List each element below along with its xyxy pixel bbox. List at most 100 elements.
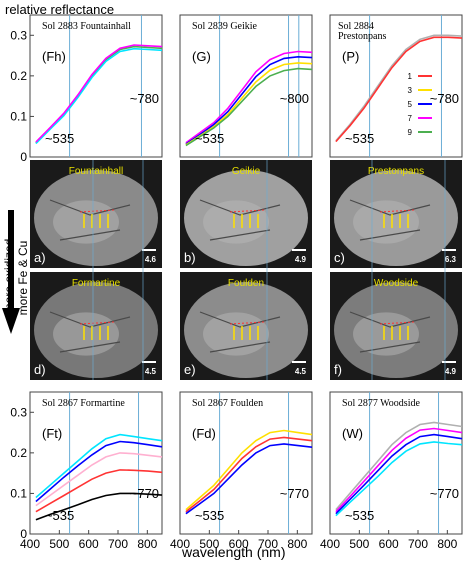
panel-tag: (Fh) <box>42 49 66 64</box>
chart-2: Sol 2839 Geikie (G) ~535 ~800 <box>179 14 313 158</box>
sample-line <box>229 209 265 213</box>
panel-tag: (P) <box>342 49 359 64</box>
sol-label: Sol 2883 Fountainhall <box>42 21 131 32</box>
sample-line <box>379 321 415 325</box>
series-line <box>35 440 163 503</box>
sol-label: Prestonpans <box>338 31 386 42</box>
series-line <box>35 44 163 143</box>
x-axis-label: wavelength (nm) <box>182 544 286 560</box>
rock-highlight <box>53 200 119 244</box>
sample-line <box>79 209 115 213</box>
series-line <box>35 492 163 521</box>
photo-fountainhall: Fountainhall a) 4.6 <box>30 160 162 268</box>
series-line <box>335 34 463 142</box>
photo-foulden: Foulden e) 4.5 <box>180 272 312 380</box>
x-tick-label: 700 <box>108 537 128 551</box>
photo-scale: 4.5 <box>295 367 307 376</box>
chart-frame <box>179 391 313 535</box>
x-tick-label: 800 <box>437 537 457 551</box>
legend-label: 1 <box>408 72 413 81</box>
series-line <box>185 50 313 144</box>
band-annotation: ~780 <box>130 91 159 106</box>
chart-4: 0 0.1 0.2 0.3 400 500 600 700 800 Sol 2867 Formar… <box>10 391 163 551</box>
photo-scale: 4.6 <box>145 255 157 264</box>
series-line <box>35 469 163 513</box>
series-line <box>35 433 163 499</box>
rock-highlight <box>353 312 419 356</box>
x-tick-label: 800 <box>287 537 307 551</box>
band-annotation: ~535 <box>45 508 74 523</box>
x-tick-label: 500 <box>199 537 219 551</box>
rock-highlight <box>203 200 269 244</box>
arrow-label-oxidized: more oxidized <box>2 239 16 314</box>
photo-scale: 6.3 <box>445 255 457 264</box>
spectra-charts: 0 0.1 0.2 0.3 Sol 2883 Fountainhall (Fh) ~535 ~… <box>10 14 463 551</box>
panel-tag: (W) <box>342 426 363 441</box>
rock-crack <box>49 199 131 241</box>
series-legend: 1 3 5 7 9 <box>408 72 432 137</box>
chart-6: 400 500 600 700 800 Sol 2877 Woodside (W) ~535 ~… <box>320 391 463 551</box>
chart-5: 400 500 600 700 800 Sol 2867 Foulden (Fd) ~535 ~… <box>170 391 313 551</box>
band-annotation: ~535 <box>195 508 224 523</box>
chart-frame <box>329 14 463 158</box>
series-line <box>35 47 163 145</box>
sol-label: Sol 2877 Woodside <box>342 398 420 409</box>
band-annotation: ~535 <box>45 131 74 146</box>
series-line <box>185 429 313 511</box>
series-line <box>335 433 463 515</box>
photo-woodside: Woodside f) 4.9 <box>330 272 462 380</box>
photo-target-name: Fountainhall <box>69 166 123 177</box>
x-tick-label: 500 <box>49 537 69 551</box>
rock-crack <box>349 199 431 241</box>
band-annotation: ~800 <box>280 91 309 106</box>
sample-line <box>379 209 415 213</box>
band-annotation: ~535 <box>345 131 374 146</box>
photo-target-name: Woodside <box>374 278 419 289</box>
photo-geikie: Geikie b) 4.9 <box>180 160 312 268</box>
y-tick-label: 0.3 <box>10 28 27 42</box>
arrow-label-fe-cu: more Fe & Cu <box>16 241 30 316</box>
sol-label: Sol 2867 Formartine <box>42 398 125 409</box>
chart-frame <box>29 391 163 535</box>
band-annotation: ~770 <box>130 486 159 501</box>
y-tick-label: 0.3 <box>10 405 27 419</box>
x-tick-label: 400 <box>170 537 190 551</box>
series-line <box>185 67 313 147</box>
sol-label: Sol 2884 <box>338 21 374 32</box>
x-tick-label: 600 <box>379 537 399 551</box>
sample-line <box>229 321 265 325</box>
photo-letter: c) <box>334 250 345 265</box>
panel-tag: (Fd) <box>192 426 216 441</box>
chart-frame <box>329 391 463 535</box>
photo-scale: 4.9 <box>445 367 457 376</box>
y-tick-label: 0.1 <box>10 109 27 123</box>
rock-highlight <box>353 200 419 244</box>
x-tick-label: 400 <box>20 537 40 551</box>
photo-letter: d) <box>34 362 46 377</box>
x-tick-label: 500 <box>349 537 369 551</box>
sample-line <box>79 321 115 325</box>
photo-letter: e) <box>184 362 196 377</box>
oxidation-arrow <box>2 210 20 334</box>
x-tick-label: 700 <box>408 537 428 551</box>
y-tick-label: 0 <box>20 527 27 541</box>
photo-scale: 4.5 <box>145 367 157 376</box>
band-annotation: ~780 <box>430 91 459 106</box>
x-tick-label: 600 <box>229 537 249 551</box>
rock-crack <box>349 311 431 353</box>
panel-tag: (G) <box>192 49 211 64</box>
photo-letter: f) <box>334 362 342 377</box>
chart-frame <box>29 14 163 158</box>
photo-scale: 4.9 <box>295 255 307 264</box>
series-line <box>185 436 313 513</box>
rock-photos: Fountainhall a) 4.6 Geikie b) 4.9 Prestonpans c… <box>30 160 462 380</box>
x-tick-label: 600 <box>79 537 99 551</box>
y-tick-label: 0.2 <box>10 69 27 83</box>
legend-label: 3 <box>408 86 413 95</box>
band-annotation: ~770 <box>280 486 309 501</box>
rock-highlight <box>203 312 269 356</box>
y-axis-label: relative reflectance <box>5 2 115 17</box>
series-line <box>335 36 463 143</box>
